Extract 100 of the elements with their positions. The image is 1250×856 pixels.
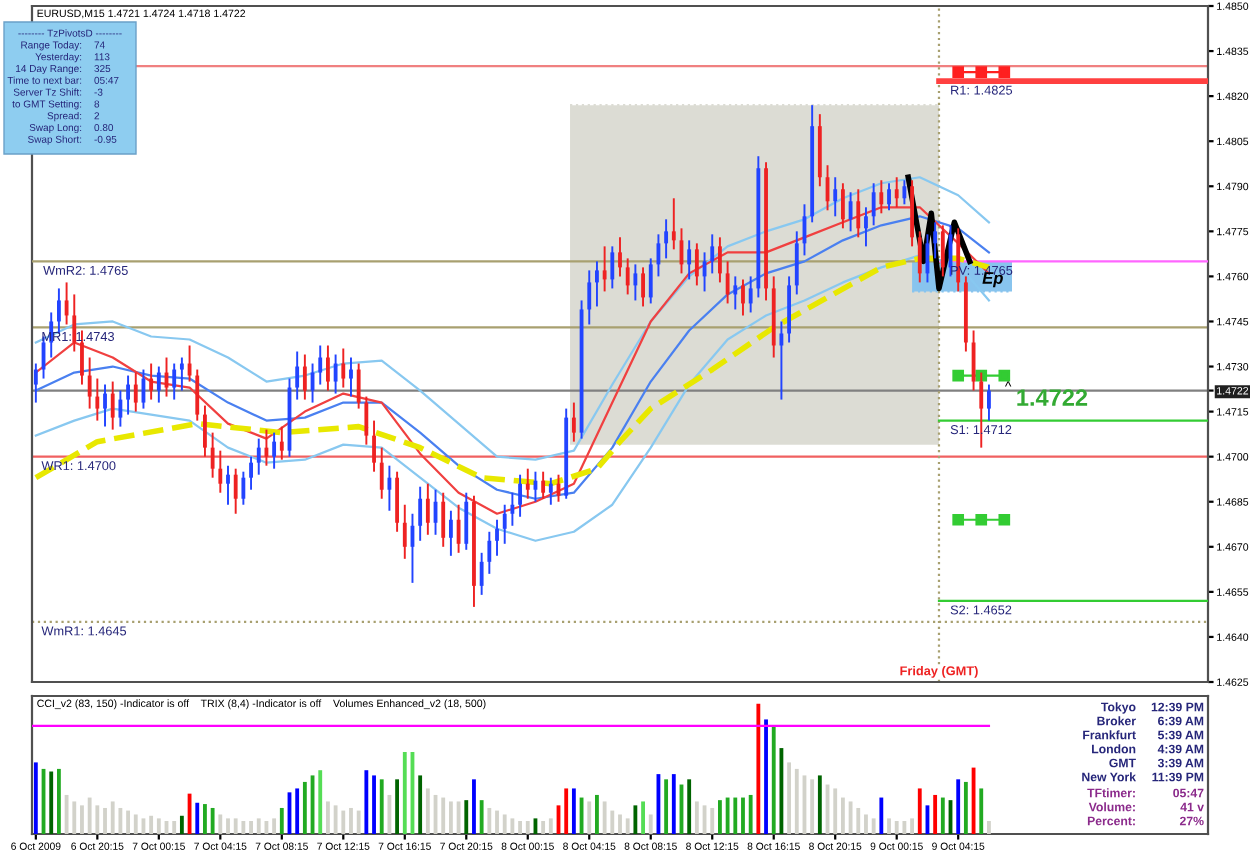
candlestick: [525, 467, 530, 500]
candlestick: [664, 218, 669, 260]
candlestick: [595, 260, 599, 308]
candlestick: [256, 437, 261, 476]
candlestick: [687, 239, 692, 281]
candlestick: [587, 269, 592, 326]
candlestick: [156, 365, 161, 404]
candlestick: [448, 509, 453, 557]
candlestick: [441, 491, 446, 548]
candlestick: [95, 377, 100, 422]
candlestick: [341, 347, 346, 389]
candlestick: [226, 464, 230, 506]
candlestick: [541, 470, 546, 500]
candlestick: [933, 221, 938, 260]
candlestick: [110, 380, 115, 431]
candlestick: [833, 176, 838, 218]
candlestick: [318, 344, 323, 386]
candlestick: [479, 551, 484, 596]
candlestick: [602, 245, 607, 293]
candlestick: [402, 503, 407, 560]
candlestick: [64, 281, 69, 326]
candlestick: [840, 182, 845, 230]
candlestick: [241, 470, 246, 506]
candlestick: [364, 395, 369, 446]
candlestick: [272, 431, 277, 470]
candlestick: [710, 233, 715, 275]
point: [975, 66, 988, 78]
candlestick: [72, 293, 77, 353]
candlestick: [887, 182, 891, 212]
candlestick: [733, 275, 738, 311]
candlestick: [618, 236, 622, 278]
candlestick: [495, 518, 499, 557]
candlestick: [149, 362, 154, 401]
candlestick: [725, 260, 730, 305]
candlestick: [940, 224, 945, 278]
candlestick: [33, 362, 38, 404]
candlestick: [126, 374, 130, 416]
candlestick: [864, 206, 868, 248]
candlestick: [502, 503, 507, 545]
candlestick: [379, 446, 384, 500]
candlestick: [856, 188, 861, 239]
candlestick: [648, 257, 653, 305]
candlestick: [917, 230, 922, 284]
candlestick: [518, 473, 522, 518]
candlestick: [179, 356, 184, 392]
candlestick: [279, 425, 284, 461]
candlestick: [456, 503, 461, 554]
candlestick: [633, 263, 638, 302]
candlestick: [902, 179, 907, 206]
candlestick: [548, 476, 553, 506]
candlestick: [894, 176, 899, 209]
candlestick: [333, 353, 338, 395]
candlestick: [425, 482, 430, 536]
candlestick: [80, 329, 84, 386]
candlestick: [464, 491, 469, 551]
candlestick: [56, 287, 61, 335]
candlestick: [210, 431, 215, 479]
candlestick: [295, 350, 300, 401]
candlestick: [879, 179, 884, 215]
candlestick: [487, 530, 492, 575]
candlestick: [387, 464, 392, 512]
candlestick: [356, 362, 361, 410]
point: [998, 66, 1011, 78]
annotation: Ep: [982, 272, 1003, 288]
candlestick: [103, 383, 107, 428]
point: [952, 66, 965, 78]
candlestick: [418, 485, 423, 542]
candlestick: [372, 419, 376, 473]
candlestick: [395, 470, 400, 533]
candlestick: [571, 401, 576, 443]
candlestick: [118, 389, 123, 428]
candlestick: [671, 197, 676, 251]
candlestick: [249, 455, 253, 491]
candlestick: [610, 245, 615, 290]
candlestick: [233, 467, 238, 515]
point: [952, 513, 965, 526]
candlestick: [794, 230, 799, 296]
candlestick: [218, 449, 223, 494]
point: [998, 369, 1011, 382]
point: [952, 369, 965, 382]
candlestick: [203, 404, 207, 458]
candlestick: [625, 257, 630, 296]
candlestick: [302, 353, 307, 401]
candlestick: [510, 491, 515, 527]
candlestick: [87, 356, 92, 410]
point: [975, 513, 988, 526]
candlestick: [326, 344, 330, 392]
candlestick: [641, 266, 645, 308]
candlestick: [349, 356, 353, 398]
candlestick: [718, 236, 722, 284]
candlestick: [741, 278, 745, 317]
candlestick: [871, 182, 876, 227]
candlestick: [848, 191, 853, 233]
candlestick: [694, 242, 699, 287]
candlestick: [987, 383, 991, 422]
candlestick: [779, 320, 784, 401]
candlestick: [172, 362, 177, 401]
candlestick: [195, 368, 200, 422]
annotation: 1.4722: [1017, 389, 1088, 406]
candlestick: [133, 371, 138, 413]
